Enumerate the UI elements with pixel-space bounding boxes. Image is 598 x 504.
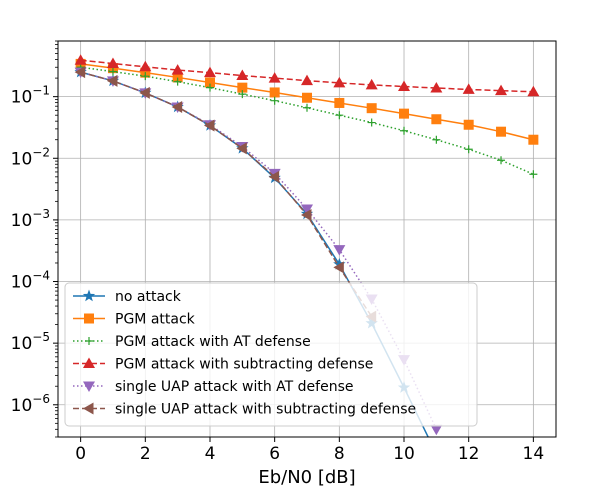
x-tick-label: 14 (523, 444, 545, 464)
data-point (432, 135, 441, 144)
legend-label: single UAP attack with subtracting defen… (115, 402, 416, 418)
data-point (205, 83, 214, 92)
data-point (431, 114, 442, 125)
y-tick-label: 10−1 (11, 84, 50, 108)
data-point (462, 83, 475, 94)
legend-entry-3: PGM attack with subtracting defense (73, 357, 373, 373)
x-tick-label: 8 (334, 444, 345, 464)
legend-marker (84, 313, 94, 324)
legend-label: no attack (115, 289, 182, 305)
legend-marker (85, 337, 93, 345)
series-3 (74, 54, 540, 97)
x-tick-label: 12 (458, 444, 480, 464)
legend-entry-0: no attack (73, 289, 182, 305)
data-point (139, 86, 150, 99)
data-point (333, 257, 346, 270)
data-point (171, 100, 183, 113)
data-point (301, 204, 313, 216)
data-point (236, 142, 247, 155)
x-tick-label: 2 (140, 444, 151, 464)
legend-label: PGM attack with subtracting defense (115, 357, 373, 373)
data-point (171, 64, 184, 75)
data-point (172, 72, 183, 83)
data-point (301, 209, 312, 222)
legend-entry-5: single UAP attack with subtracting defen… (73, 402, 416, 418)
legend-entry-2: PGM attack with AT defense (73, 334, 311, 350)
data-point (527, 85, 540, 97)
y-tick-label: 10−4 (11, 269, 50, 293)
data-point (74, 66, 86, 79)
data-point (74, 54, 87, 65)
legend-box (64, 282, 478, 427)
data-point (333, 261, 344, 274)
legend-marker (83, 402, 94, 415)
y-tick-label: 10−2 (11, 145, 50, 169)
data-point (335, 111, 344, 120)
legend-entry-1: PGM attack (73, 312, 196, 328)
data-point (463, 119, 474, 130)
data-point (106, 57, 119, 69)
data-point (303, 103, 311, 112)
data-point (497, 156, 506, 165)
data-point (269, 87, 280, 98)
series-line (80, 71, 373, 317)
data-point (496, 126, 507, 137)
plot-frame (57, 40, 557, 438)
data-point (495, 84, 508, 96)
data-point (529, 170, 538, 179)
data-point (367, 118, 376, 127)
data-point (399, 108, 410, 119)
data-point (302, 92, 312, 103)
data-point (333, 76, 346, 88)
legend-marker (82, 289, 96, 302)
data-point (270, 96, 279, 105)
data-point (430, 82, 443, 93)
data-point (400, 126, 409, 135)
data-point (464, 145, 473, 154)
x-tick-label: 4 (205, 444, 216, 464)
series-line (80, 66, 534, 175)
x-tick-label: 10 (393, 444, 415, 464)
y-tick-label: 10−6 (11, 392, 50, 416)
data-point (366, 103, 377, 114)
legend-label: PGM attack (115, 312, 196, 328)
data-point (365, 78, 378, 90)
data-point (203, 66, 216, 78)
data-point (334, 97, 345, 108)
legend-label: single UAP attack with AT defense (115, 379, 353, 395)
data-point (173, 77, 182, 86)
ticks: 0 2 4 6 8 10 12 14 10−1 10−2 10−3 10−4 10−5 10−6 (11, 40, 545, 464)
x-tick-label: 0 (75, 444, 86, 464)
data-point (268, 72, 281, 83)
data-point (139, 60, 152, 72)
data-point (237, 82, 248, 93)
data-point (108, 67, 117, 76)
x-tick-label: 6 (269, 444, 280, 464)
legend-marker (83, 381, 95, 392)
legend-marker (83, 357, 95, 368)
data-point (333, 245, 346, 256)
x-axis-label: Eb/N0 [dB] (258, 467, 355, 488)
y-tick-label: 10−3 (11, 207, 50, 231)
data-point (398, 80, 411, 92)
legend: no attack PGM attack PGM attack with AT de… (64, 282, 478, 427)
y-tick-label: 10−5 (11, 330, 50, 354)
data-point (238, 90, 247, 99)
data-point (430, 424, 443, 436)
data-point (204, 77, 215, 88)
data-point (236, 69, 249, 81)
data-point (430, 447, 442, 459)
data-point (301, 74, 313, 86)
data-point (106, 74, 118, 87)
data-point (203, 119, 215, 132)
data-point (141, 72, 150, 81)
legend-label: PGM attack with AT defense (115, 334, 311, 350)
legend-entry-4: single UAP attack with AT defense (73, 379, 353, 395)
series-2 (76, 63, 538, 179)
series-line (80, 71, 438, 430)
data-point (528, 134, 539, 145)
data-point (268, 170, 280, 183)
